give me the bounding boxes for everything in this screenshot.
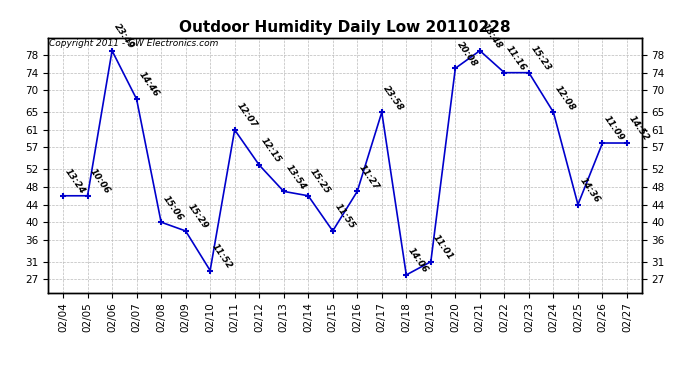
Text: 12:07: 12:07: [235, 101, 259, 130]
Text: 11:01: 11:01: [431, 233, 455, 262]
Text: 12:08: 12:08: [553, 84, 578, 112]
Text: 18:48: 18:48: [480, 22, 504, 51]
Text: 11:16: 11:16: [504, 44, 528, 73]
Text: 15:06: 15:06: [161, 194, 185, 222]
Text: 11:55: 11:55: [333, 202, 357, 231]
Text: 14:52: 14:52: [627, 114, 651, 143]
Text: Copyright 2011 - GW Electronics.com: Copyright 2011 - GW Electronics.com: [49, 39, 218, 48]
Text: 14:46: 14:46: [137, 70, 160, 99]
Text: 23:58: 23:58: [382, 84, 406, 112]
Text: 10:06: 10:06: [88, 167, 111, 196]
Text: 15:23: 15:23: [529, 44, 553, 73]
Text: 14:06: 14:06: [406, 246, 430, 275]
Text: 15:29: 15:29: [186, 202, 209, 231]
Text: 15:25: 15:25: [308, 167, 332, 196]
Text: 11:52: 11:52: [210, 242, 234, 270]
Text: 13:54: 13:54: [284, 163, 308, 191]
Title: Outdoor Humidity Daily Low 20110228: Outdoor Humidity Daily Low 20110228: [179, 20, 511, 35]
Text: 20:08: 20:08: [455, 40, 479, 68]
Text: 13:24: 13:24: [63, 167, 87, 196]
Text: 14:36: 14:36: [578, 176, 602, 205]
Text: 12:15: 12:15: [259, 136, 283, 165]
Text: 11:09: 11:09: [602, 114, 627, 143]
Text: 23:49: 23:49: [112, 22, 136, 51]
Text: 11:27: 11:27: [357, 163, 381, 191]
